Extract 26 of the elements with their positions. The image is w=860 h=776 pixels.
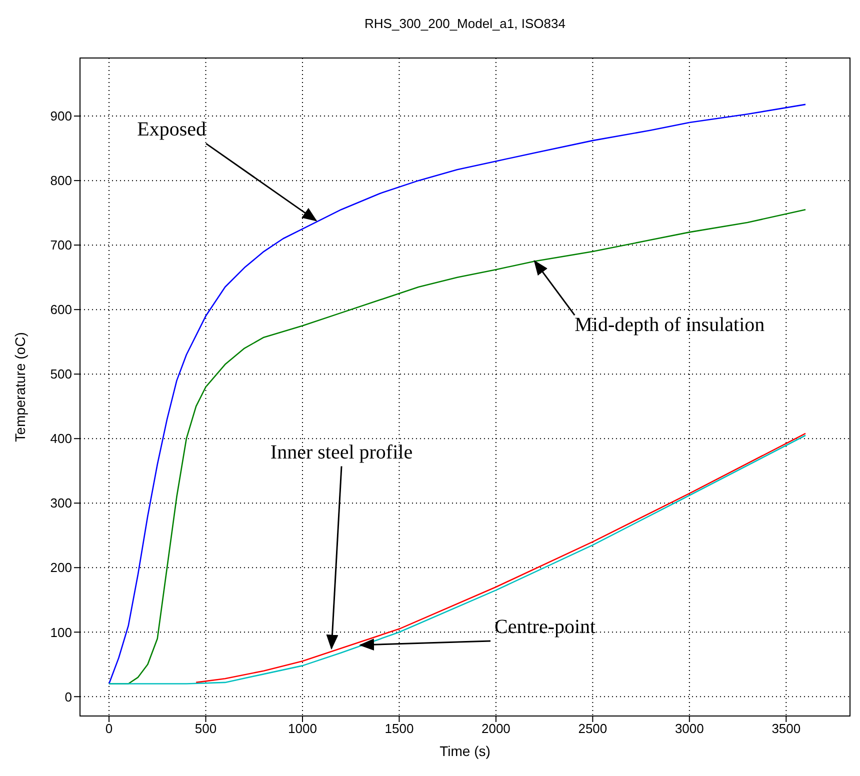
y-tick-label: 900 — [50, 108, 72, 124]
y-tick-label: 700 — [50, 238, 72, 253]
y-tick-label: 0 — [64, 689, 72, 704]
y-tick-label: 200 — [50, 560, 72, 576]
x-tick-label: 1500 — [384, 721, 414, 736]
y-tick-label: 600 — [50, 302, 72, 318]
chart-title: RHS_300_200_Model_a1, ISO834 — [364, 16, 566, 31]
annotation: Mid-depth of insulation — [574, 314, 765, 336]
x-tick-label: 1000 — [288, 721, 317, 736]
x-tick-label: 2000 — [481, 721, 510, 736]
annotation: Centre-point — [494, 616, 596, 638]
y-tick-label: 800 — [50, 173, 72, 188]
y-tick-label: 100 — [50, 624, 72, 640]
x-axis-title: Time (s) — [440, 743, 490, 759]
annotation: Exposed — [137, 118, 206, 141]
y-axis-title: Temperature (oC) — [12, 332, 28, 442]
x-tick-label: 0 — [105, 721, 113, 736]
annotation: Inner steel profile — [270, 441, 413, 464]
x-tick-label: 3000 — [674, 721, 704, 736]
x-tick-label: 500 — [194, 721, 217, 736]
y-tick-label: 300 — [50, 496, 72, 511]
line-series — [108, 104, 806, 684]
x-tick-label: 2500 — [578, 721, 608, 736]
y-tick-label: 500 — [50, 366, 72, 382]
y-tick-label: 400 — [50, 431, 72, 446]
x-tick-label: 3500 — [772, 721, 801, 736]
